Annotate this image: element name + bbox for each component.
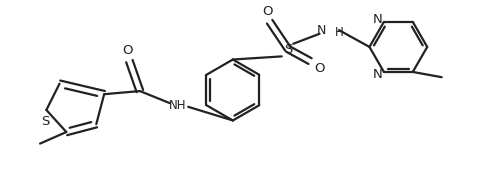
Text: O: O [314,62,325,75]
Text: NH: NH [169,99,186,112]
Text: S: S [284,42,292,55]
Text: O: O [262,5,272,18]
Text: N: N [373,68,382,81]
Text: N: N [373,13,382,26]
Text: H: H [336,26,344,39]
Text: O: O [123,44,133,57]
Text: N: N [316,24,326,37]
Text: S: S [41,115,50,128]
